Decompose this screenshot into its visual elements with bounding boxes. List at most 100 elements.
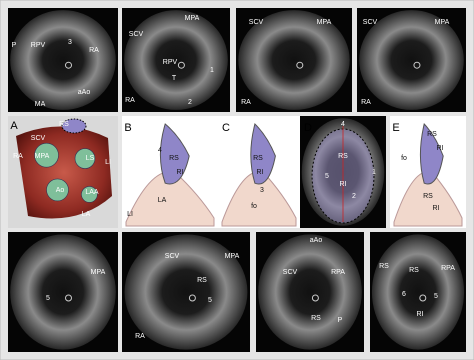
panel-letter: C [222, 122, 230, 134]
anatomy-label: RI [177, 169, 184, 176]
transducer-ring [419, 294, 427, 302]
transducer-ring [65, 61, 72, 69]
vessel-section [34, 142, 59, 168]
anatomy-label: RA [13, 153, 23, 160]
anatomy-label: 3 [68, 39, 72, 46]
panel [8, 8, 118, 112]
ultrasound-sector [10, 234, 116, 350]
transducer-ring [177, 61, 185, 69]
anatomy-label: RPV [31, 42, 46, 49]
anatomy-label: LA [82, 211, 91, 218]
anatomy-label: RS [311, 315, 321, 322]
anatomy-label: RS [169, 155, 179, 162]
anatomy-label: fo [251, 203, 257, 210]
panel [390, 116, 466, 228]
anatomy-label: LS [86, 155, 95, 162]
anatomy-label: MPA [317, 19, 332, 26]
vessel-section [46, 178, 69, 202]
anatomy-label: SCV [31, 135, 46, 142]
ultrasound-sector [124, 10, 228, 110]
anatomy-label: RA [135, 333, 145, 340]
transducer-ring [188, 294, 196, 302]
anatomy-label: 5 [46, 295, 50, 302]
panel-letter: D [304, 122, 312, 134]
anatomy-label: Ao [56, 187, 65, 194]
anatomy-label: MPA [435, 19, 450, 26]
anatomy-label: SCV [165, 253, 180, 260]
anatomy-label: 4 [158, 147, 162, 154]
anatomy-label: RS [338, 153, 348, 160]
ultrasound-sector [371, 234, 465, 350]
anatomy-label: P [338, 317, 343, 324]
anatomy-label: 5 [325, 173, 329, 180]
anatomy-label: LI [105, 159, 111, 166]
anatomy-label: SCV [129, 31, 144, 38]
anatomy-label: P [12, 42, 17, 49]
panel [357, 8, 466, 112]
ultrasound-sector [10, 10, 116, 110]
vein-model [159, 123, 190, 185]
anatomy-label: RS [379, 263, 389, 270]
anatomy-label: T [172, 75, 177, 82]
panel [8, 232, 118, 352]
panel [8, 116, 118, 228]
anatomy-label: RPV [163, 59, 178, 66]
anatomy-label: MPA [185, 15, 200, 22]
anatomy-label: 1 [372, 169, 376, 176]
transducer-ring [65, 294, 72, 302]
anatomy-label: RPA [331, 269, 345, 276]
anatomy-label: RI [257, 169, 264, 176]
anatomy-label: RS [253, 155, 263, 162]
anatomy-label: MPA [225, 253, 240, 260]
anatomy-label: RI [433, 205, 440, 212]
panel [300, 116, 386, 228]
transducer-ring [413, 61, 421, 69]
anatomy-label: SCV [249, 19, 264, 26]
panel-letter: B [124, 122, 131, 134]
vein-model [419, 122, 444, 185]
anatomy-label: 6 [402, 291, 406, 298]
transducer-ring [311, 294, 319, 302]
anatomy-label: RPA [441, 265, 455, 272]
vein-model [250, 123, 276, 185]
anatomy-label: LA [158, 197, 167, 204]
anatomy-label: RA [241, 99, 251, 106]
ultrasound-sector [359, 10, 464, 110]
anatomy-label: LAA [85, 189, 99, 196]
panel [122, 8, 230, 112]
anatomy-label: 3 [260, 187, 264, 194]
anatomy-label: MPA [35, 153, 50, 160]
panel-letter: E [392, 122, 399, 134]
anatomy-label: RI [340, 181, 347, 188]
anatomy-label: RS [427, 131, 437, 138]
panel [370, 232, 466, 352]
anatomy-label: MA [35, 101, 46, 108]
panel-letter: A [10, 120, 18, 132]
anatomy-label: RS [59, 121, 69, 128]
transducer-ring [296, 61, 304, 69]
ultrasound-sector [124, 234, 248, 350]
septum-patch [61, 118, 87, 134]
anatomy-label: 5 [208, 297, 212, 304]
anatomy-label: RS [409, 267, 419, 274]
panel [122, 232, 250, 352]
anatomy-label: 1 [210, 67, 214, 74]
vessel-section [81, 186, 98, 203]
anatomy-label: RI [417, 311, 424, 318]
anatomy-label: RA [89, 47, 99, 54]
anatomy-label: 5 [434, 293, 438, 300]
anatomy-label: 2 [188, 99, 192, 106]
anatomy-label: aAo [310, 237, 323, 244]
panel [236, 8, 352, 112]
anatomy-label: aAo [78, 89, 91, 96]
anatomy-label: RS [423, 193, 433, 200]
anatomy-label: RA [361, 99, 371, 106]
panel [256, 232, 364, 352]
anatomy-label: RS [197, 277, 207, 284]
anatomy-label: MPA [91, 269, 106, 276]
vessel-section [74, 148, 96, 169]
anatomy-label: RI [437, 145, 444, 152]
anatomy-label: fo [401, 155, 407, 162]
anatomy-label: SCV [283, 269, 298, 276]
